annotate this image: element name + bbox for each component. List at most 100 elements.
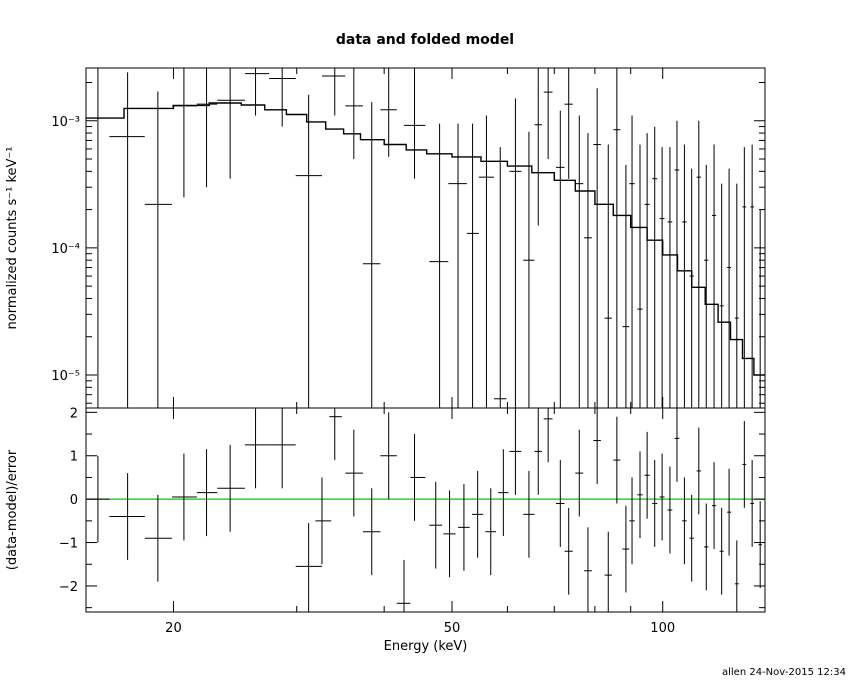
bottom-y-tick-label: 1 [70,450,78,465]
data-point [556,110,565,408]
residual-point [604,531,612,612]
data-point [217,68,245,179]
data-point [696,120,701,408]
residual-point [410,434,426,521]
residual-point [144,494,172,582]
bottom-axis-ticks [86,408,765,612]
residual-point [543,408,553,463]
residual-point [509,408,522,495]
data-point [719,183,724,408]
data-point [523,131,535,408]
residual-point [362,488,381,576]
bottom-y-tick-label: −2 [59,580,78,595]
top-axes-frame [85,67,766,409]
data-point [493,147,507,408]
data-point [478,115,494,408]
residual-point [244,408,270,489]
residual-point [458,483,470,571]
residual-point [564,507,573,595]
residual-point [629,477,635,565]
residual-point [593,408,601,484]
residual-point [171,453,197,541]
data-point [604,144,612,408]
residual-point [575,429,584,517]
residual-point [584,527,592,612]
data-point [543,68,553,160]
residual-point [689,494,694,582]
residual-point [217,444,245,532]
residual-point [622,505,630,593]
data-point [144,91,172,408]
data-point [404,68,426,179]
residual-point [750,460,754,547]
residual-point [613,416,621,504]
residual-points [86,408,762,612]
data-point [593,88,601,408]
data-point [345,68,363,160]
residual-point [269,408,296,489]
data-point [652,126,658,408]
bottom-y-axis-label: (data-model)/error [5,449,20,570]
residual-point [637,451,643,539]
data-point [667,147,673,408]
data-point [534,68,542,226]
data-point [629,115,635,408]
top-data-points [86,68,762,408]
model-step-line [86,102,765,376]
data-point [689,168,694,408]
bottom-y-tick-labels: −2 −1 0 1 2 [59,406,78,595]
data-point [196,68,218,188]
residual-point [329,408,342,461]
data-point [584,133,592,408]
x-tick-label: 20 [165,621,182,636]
data-point [448,123,467,408]
residual-point [534,408,542,495]
residual-point [644,431,650,519]
residual-point [652,460,658,547]
residual-point [345,429,363,517]
residual-point [711,462,717,550]
residual-point [396,559,411,612]
x-axis-label: Energy (keV) [384,639,468,654]
residual-point [674,408,680,482]
residual-point [485,488,497,576]
residual-point [556,460,565,547]
data-point [734,183,739,408]
data-point [429,123,449,408]
data-point [171,68,197,198]
residual-point [727,468,732,556]
residual-point [659,453,665,541]
data-point [704,164,709,408]
top-panel: 10⁻⁵ 10⁻⁴ 10⁻³ normalized counts s⁻¹ keV⁻¹ [5,67,766,409]
residual-point [380,412,397,500]
data-point [564,68,573,179]
residual-point [682,477,687,565]
bottom-y-tick-label: 2 [70,406,78,421]
data-point [109,72,145,408]
data-point [750,144,754,408]
x-tick-label: 50 [444,621,461,636]
data-point [742,147,747,408]
bottom-y-tick-label: −1 [59,537,78,552]
residual-point [696,427,701,515]
bottom-panel: −2 −1 0 1 2 20 50 100 (data-model)/error Energ… [5,406,766,654]
data-point [321,68,346,116]
data-point [659,147,665,408]
data-point [682,144,687,408]
residual-point [472,470,484,558]
top-y-axis-label: normalized counts s⁻¹ keV⁻¹ [5,147,20,330]
x-tick-label: 100 [650,621,675,636]
data-point [727,168,732,408]
data-point [380,68,397,157]
footer-timestamp: allen 24-Nov-2015 12:34 [722,667,846,678]
residual-point [315,477,332,565]
data-point [711,144,717,408]
residual-point [443,490,456,578]
data-point [622,164,630,408]
data-point [86,68,110,408]
residual-point [667,466,673,554]
residual-point [295,523,322,612]
top-y-tick-labels: 10⁻⁵ 10⁻⁴ 10⁻³ [51,115,80,384]
data-point [637,144,643,408]
